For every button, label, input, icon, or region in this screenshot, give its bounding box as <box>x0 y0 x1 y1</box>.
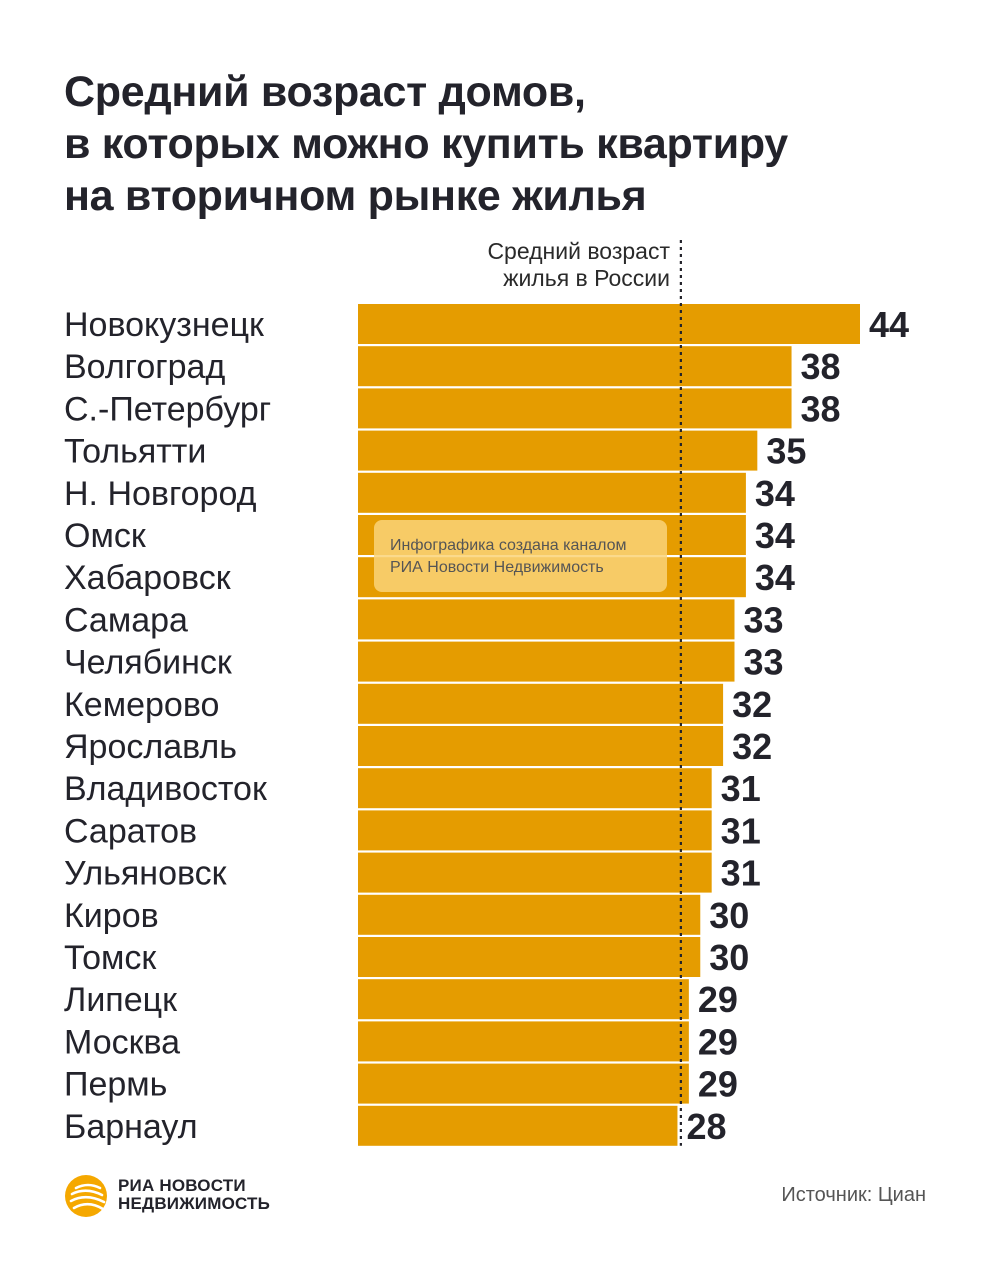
category-label-3: Тольятти <box>64 433 206 471</box>
source-note: Источник: Циан <box>781 1184 926 1206</box>
value-label-19: 28 <box>686 1106 726 1147</box>
value-label-17: 29 <box>698 1021 738 1062</box>
category-label-2: С.-Петербург <box>64 390 271 428</box>
reference-label-line-2: жилья в России <box>503 265 670 291</box>
reference-label-line-1: Средний возраст <box>487 238 670 264</box>
reference-line-label: Средний возраст жилья в России <box>370 238 670 292</box>
category-label-7: Самара <box>64 601 188 639</box>
watermark-line-1: Инфографика создана каналом <box>390 537 627 554</box>
category-label-6: Хабаровск <box>64 559 232 597</box>
value-label-7: 33 <box>744 599 784 640</box>
bar-2 <box>358 388 792 429</box>
bar-7 <box>358 599 735 640</box>
bar-19 <box>358 1105 678 1146</box>
logo-text: РИА НОВОСТИ НЕДВИЖИМОСТЬ <box>118 1177 378 1213</box>
category-label-18: Пермь <box>64 1066 167 1104</box>
bar-4 <box>358 472 746 513</box>
logo-line-1: РИА НОВОСТИ <box>118 1176 246 1195</box>
value-label-15: 30 <box>709 937 749 978</box>
category-label-17: Москва <box>64 1023 180 1061</box>
bar-14 <box>358 894 701 935</box>
title-line-1: Средний возраст домов, <box>64 68 586 116</box>
value-label-0: 44 <box>869 304 909 345</box>
bar-1 <box>358 346 792 387</box>
value-label-4: 34 <box>755 473 795 514</box>
bar-9 <box>358 683 724 724</box>
bar-18 <box>358 1063 689 1104</box>
value-label-11: 31 <box>721 768 761 809</box>
category-label-5: Омск <box>64 517 147 555</box>
category-label-8: Челябинск <box>64 644 233 682</box>
chart-title: Средний возраст домов, в которых можно к… <box>64 66 944 222</box>
watermark-line-2: РИА Новости Недвижимость <box>390 559 604 576</box>
value-label-3: 35 <box>766 431 806 472</box>
value-label-10: 32 <box>732 726 772 767</box>
bar-3 <box>358 430 758 471</box>
bar-13 <box>358 852 712 893</box>
title-line-3: на вторичном рынке жилья <box>64 172 647 220</box>
title-line-2: в которых можно купить квартиру <box>64 120 788 168</box>
category-label-0: Новокузнецк <box>64 306 265 344</box>
category-label-1: Волгоград <box>64 348 225 386</box>
ria-logo-icon <box>65 1175 107 1217</box>
category-label-11: Владивосток <box>64 770 268 808</box>
value-label-18: 29 <box>698 1064 738 1105</box>
value-label-14: 30 <box>709 895 749 936</box>
bar-8 <box>358 641 735 682</box>
value-label-5: 34 <box>755 515 795 556</box>
category-label-4: Н. Новгород <box>64 475 257 513</box>
value-label-8: 33 <box>744 642 784 683</box>
value-label-13: 31 <box>721 853 761 894</box>
bar-15 <box>358 937 701 977</box>
category-label-15: Томск <box>64 939 157 977</box>
value-label-12: 31 <box>721 810 761 851</box>
value-label-6: 34 <box>755 557 795 598</box>
value-label-2: 38 <box>801 388 841 429</box>
value-label-9: 32 <box>732 684 772 725</box>
bar-10 <box>358 726 724 766</box>
bar-12 <box>358 810 712 851</box>
category-label-16: Липецк <box>64 981 178 1019</box>
logo-line-2: НЕДВИЖИМОСТЬ <box>118 1194 271 1213</box>
bar-11 <box>358 768 712 809</box>
category-label-19: Барнаул <box>64 1108 198 1146</box>
category-label-14: Киров <box>64 897 159 935</box>
category-label-9: Кемерово <box>64 686 219 724</box>
category-label-13: Ульяновск <box>64 855 228 893</box>
watermark-box: Инфографика создана каналом РИА Новости … <box>374 520 667 592</box>
value-label-16: 29 <box>698 979 738 1020</box>
value-label-1: 38 <box>801 346 841 387</box>
bar-16 <box>358 979 689 1020</box>
bar-0 <box>358 304 860 344</box>
bar-17 <box>358 1021 689 1062</box>
category-label-12: Саратов <box>64 812 197 850</box>
category-label-10: Ярославль <box>64 728 237 766</box>
